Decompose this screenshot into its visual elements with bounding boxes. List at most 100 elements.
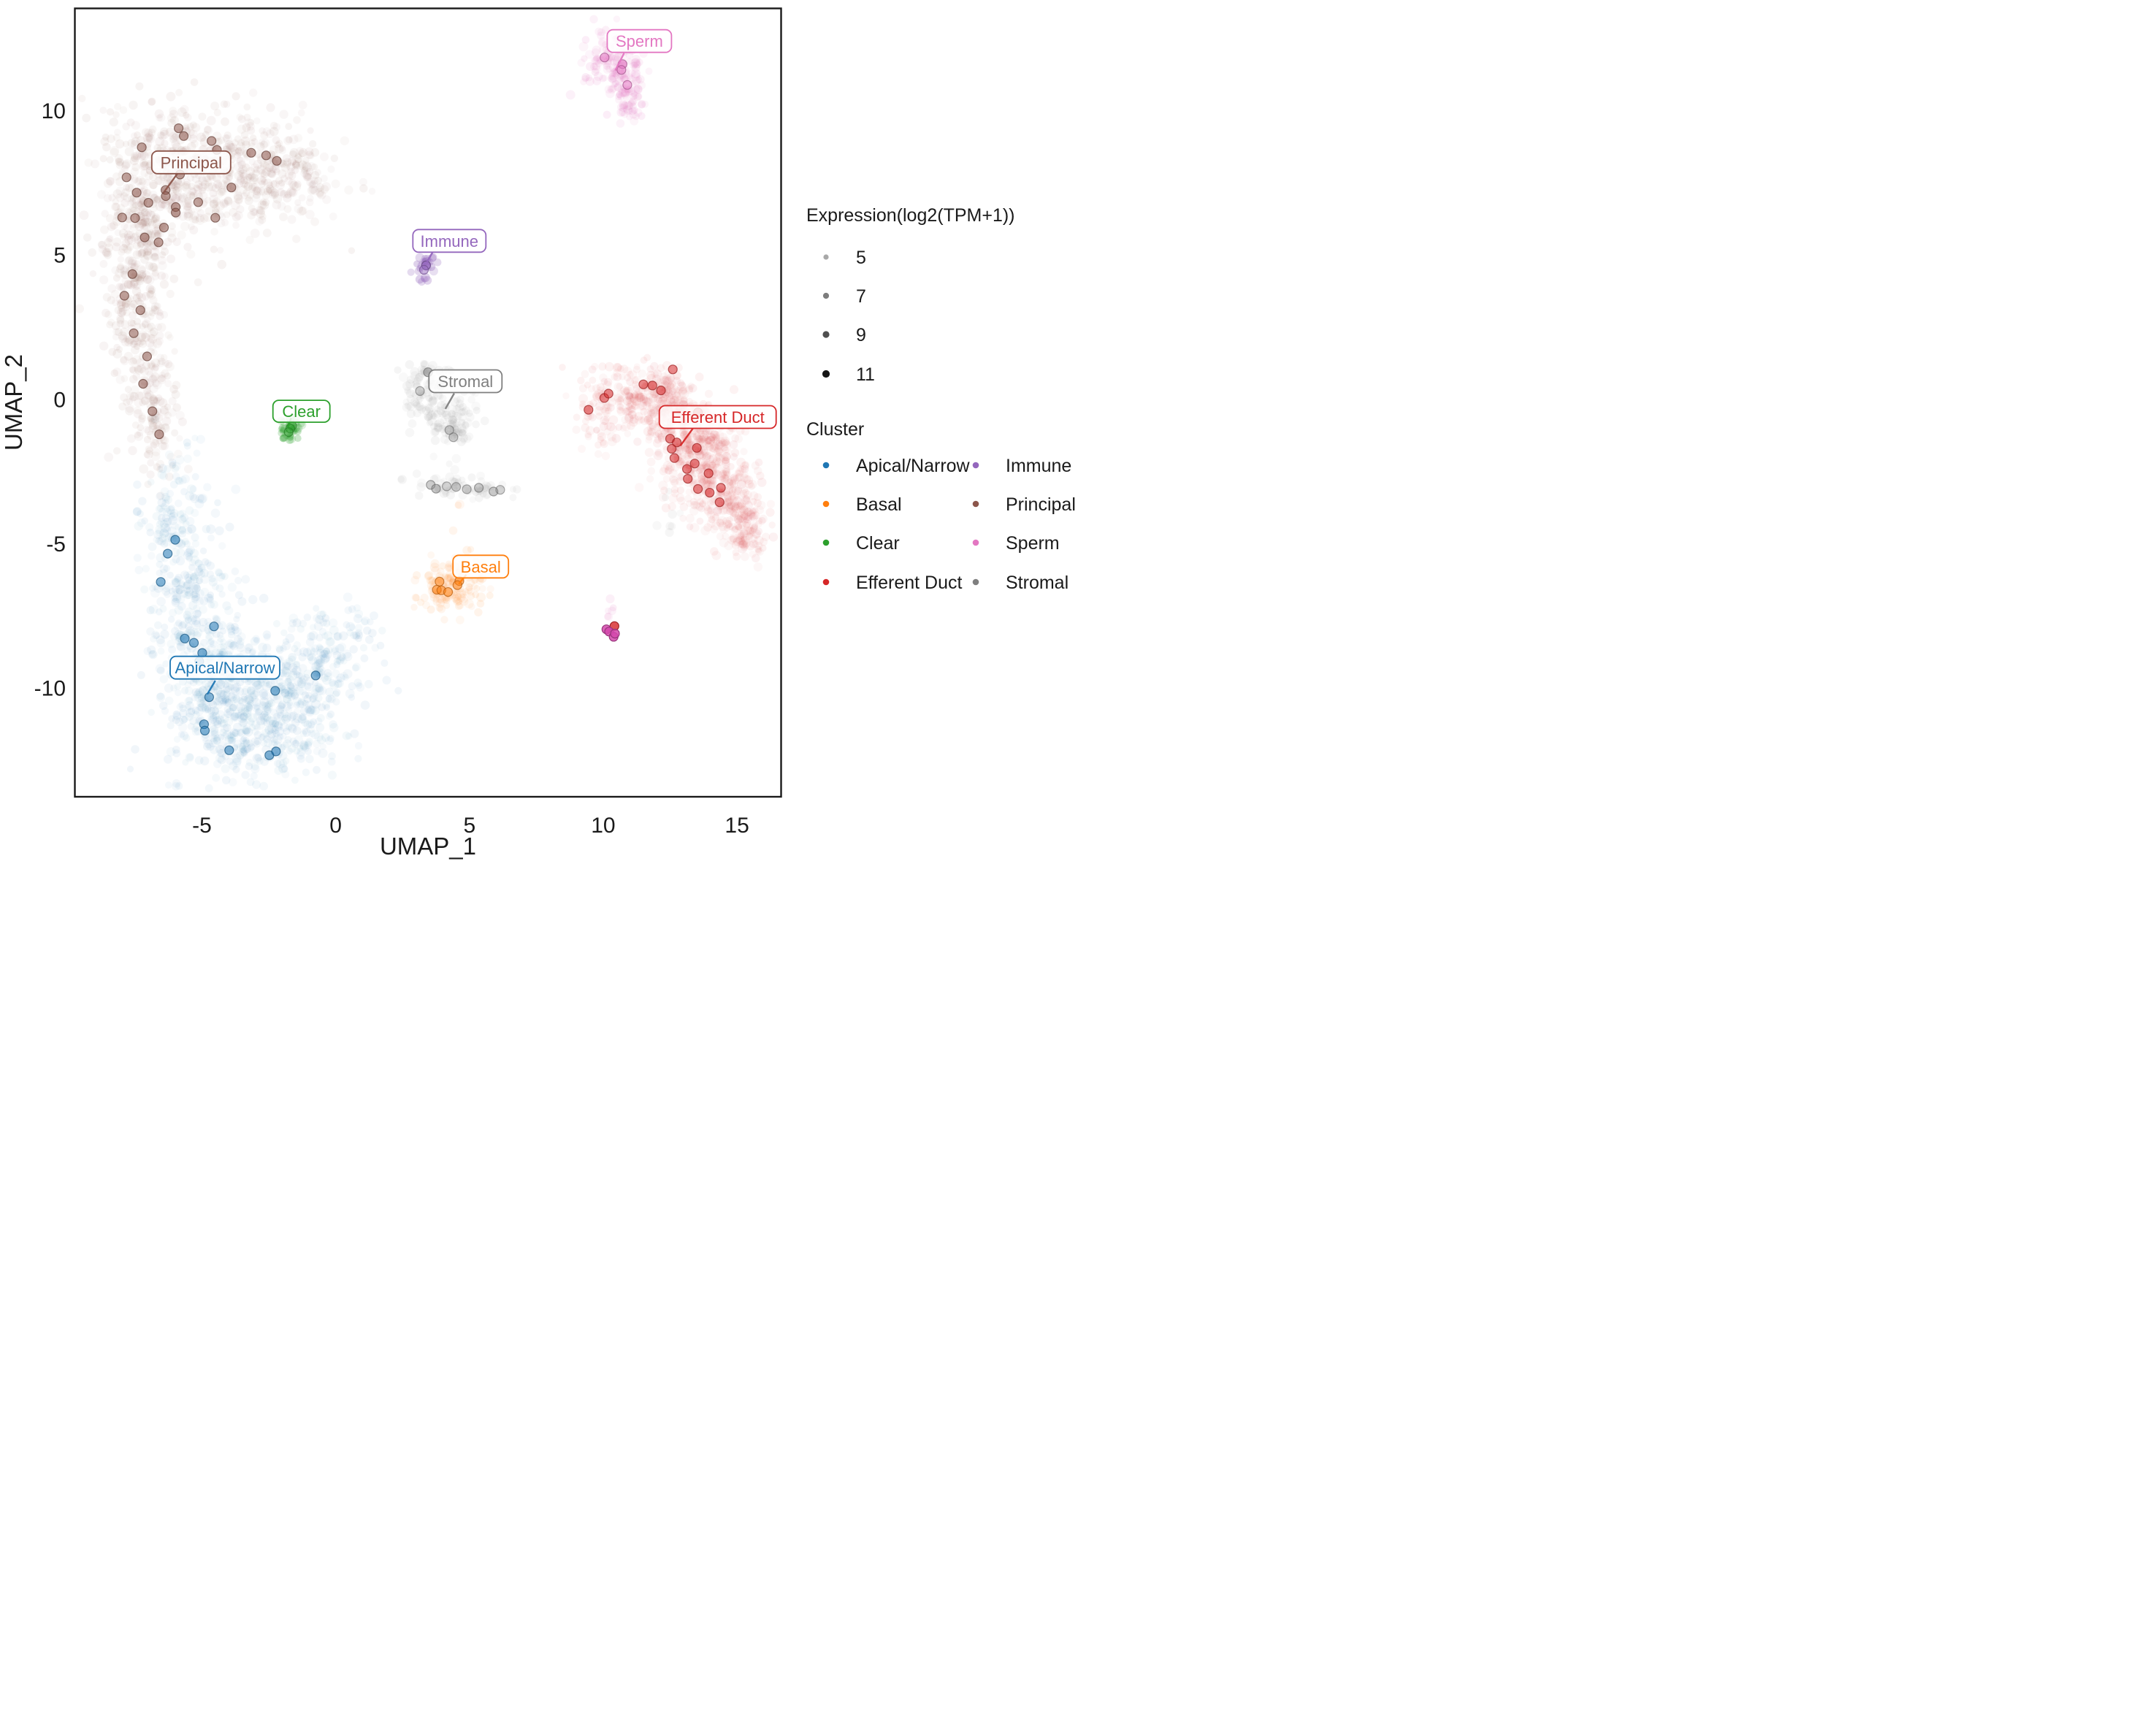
data-point [144, 129, 153, 137]
data-point [256, 757, 264, 765]
cluster-legend-dot [822, 462, 830, 469]
data-point [181, 686, 189, 695]
data-point [739, 540, 748, 548]
data-point [164, 411, 172, 419]
data-point [140, 207, 150, 217]
data-point [132, 372, 141, 381]
data-point [169, 131, 177, 141]
data-point [211, 707, 219, 715]
data-point [101, 247, 110, 256]
label-text: Basal [461, 558, 501, 576]
data-point [103, 194, 112, 203]
data-point [182, 125, 190, 133]
cluster-legend-dot [972, 500, 979, 508]
data-point [133, 260, 141, 268]
data-point [157, 256, 167, 265]
data-point [259, 127, 266, 134]
data-point [607, 432, 616, 442]
data-point [275, 144, 284, 154]
data-point [260, 169, 270, 178]
data-point [408, 419, 417, 428]
data-point [212, 773, 221, 782]
data-point [405, 428, 415, 437]
data-point [245, 647, 252, 654]
data-point [191, 590, 200, 598]
data-point [735, 517, 742, 524]
data-point-high-expression [209, 621, 219, 632]
data-point [169, 183, 178, 192]
cluster-legend-dot [972, 578, 979, 586]
data-point [199, 624, 207, 632]
data-point-high-expression [161, 191, 171, 202]
data-point [118, 244, 129, 253]
data-point [149, 181, 157, 190]
data-point [195, 215, 205, 225]
data-point [325, 637, 335, 647]
data-point-high-expression [683, 473, 693, 484]
data-point [750, 526, 758, 534]
data-point [752, 510, 760, 520]
data-point [221, 573, 229, 581]
data-point [258, 643, 267, 652]
data-point-high-expression [600, 53, 610, 63]
data-point-high-expression [210, 213, 221, 223]
data-point [756, 471, 765, 481]
data-point [166, 489, 175, 498]
data-point [152, 226, 161, 236]
data-point [294, 154, 303, 164]
data-point [116, 316, 125, 325]
data-point [559, 364, 566, 371]
cluster-legend-dot [822, 539, 830, 546]
data-point [235, 197, 243, 205]
data-point [310, 171, 320, 180]
data-point [168, 192, 177, 202]
data-point [360, 700, 370, 710]
data-point-high-expression [669, 453, 680, 463]
data-point [253, 177, 260, 185]
data-point [131, 152, 139, 160]
data-point [137, 249, 147, 259]
data-point [204, 126, 212, 134]
data-point [150, 253, 159, 261]
data-point [153, 463, 161, 471]
data-point [120, 270, 127, 278]
size-legend-entry: 11 [822, 364, 875, 385]
size-legend-dot [822, 292, 830, 299]
data-point [280, 688, 289, 697]
data-point-high-expression [148, 406, 158, 416]
data-point [434, 422, 443, 432]
data-point [237, 124, 247, 134]
data-point [266, 103, 275, 112]
data-point [104, 452, 114, 462]
data-point-high-expression [121, 172, 131, 183]
data-point [151, 215, 160, 223]
data-point [145, 148, 153, 156]
data-point [143, 250, 153, 261]
data-point [158, 508, 167, 516]
data-point [143, 247, 152, 256]
data-point [237, 638, 245, 646]
data-point [112, 348, 123, 359]
data-point [143, 647, 152, 655]
data-point [175, 556, 186, 566]
data-point [237, 115, 246, 123]
data-point [197, 494, 207, 504]
data-point [288, 188, 298, 197]
data-point [151, 213, 161, 222]
data-point [183, 199, 192, 209]
size-legend-entry: 9 [822, 325, 866, 345]
data-point [226, 172, 234, 180]
data-point [161, 272, 169, 281]
data-point [120, 267, 129, 275]
data-point [272, 724, 279, 732]
data-point [725, 541, 733, 550]
data-point [137, 270, 147, 280]
data-point [98, 245, 107, 253]
data-point [298, 100, 307, 110]
data-point [703, 523, 712, 532]
data-point [196, 132, 206, 142]
data-point [230, 712, 239, 722]
data-point [169, 110, 178, 119]
data-point [215, 182, 223, 191]
data-point [627, 99, 635, 107]
